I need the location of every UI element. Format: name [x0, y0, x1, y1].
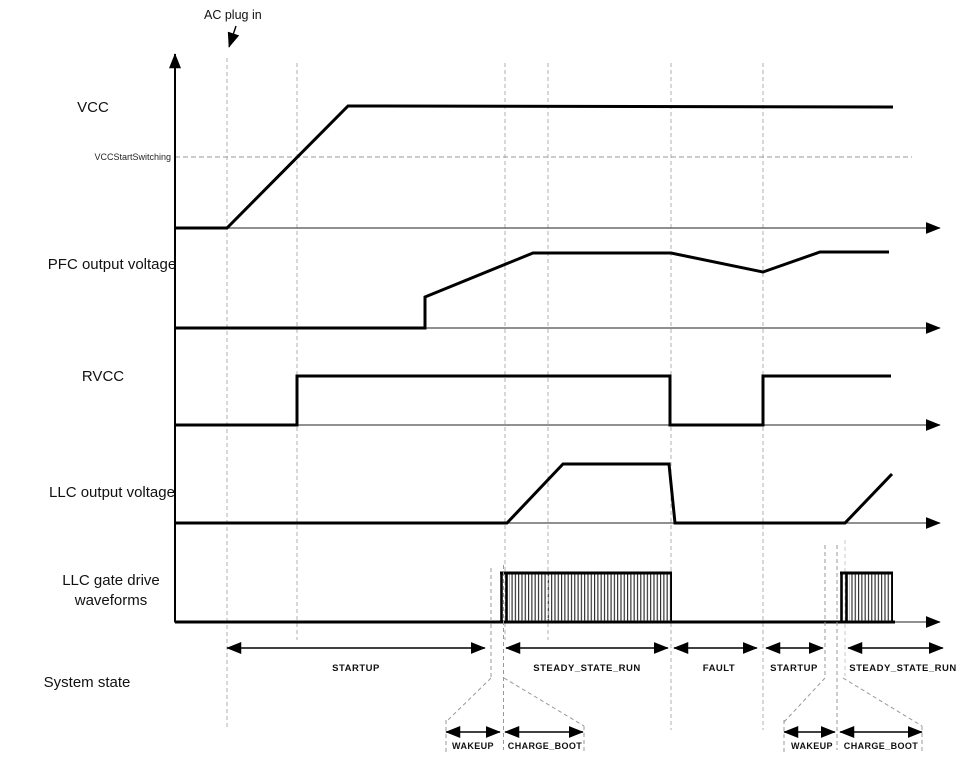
substate-label-wakeup-1: WAKEUP — [452, 741, 494, 751]
substate-label-wakeup-2: WAKEUP — [791, 741, 833, 751]
gate-burst-hatch — [509, 574, 672, 621]
state-label-steady-state-run-2: STEADY_STATE_RUN — [849, 663, 956, 674]
llc-output-waveform — [175, 462, 894, 525]
ac-plug-in-label: AC plug in — [204, 8, 262, 22]
state-label-startup-1: STARTUP — [332, 663, 380, 674]
vcc-waveform — [175, 104, 894, 230]
signal-label-vcc: VCC — [77, 99, 109, 116]
labels: AC plug in VCC VCCStartSwitching PFC out… — [44, 8, 957, 751]
pfc-waveform — [175, 250, 889, 330]
signal-label-rvcc: RVCC — [82, 368, 124, 385]
waveforms — [175, 104, 895, 624]
substate-callout-lines — [445, 545, 923, 752]
callout-funnel — [503, 677, 585, 727]
signal-label-pfc: PFC output voltage — [48, 256, 176, 273]
signal-label-llc-out: LLC output voltage — [49, 484, 175, 501]
state-label-steady-state-run-1: STEADY_STATE_RUN — [533, 663, 640, 674]
signal-label-llc-gate-line1: LLC gate drive — [62, 572, 160, 589]
gate-burst-2 — [840, 571, 894, 622]
gridlines — [226, 58, 846, 730]
state-label-startup-2: STARTUP — [770, 663, 818, 674]
ac-plug-in-arrow — [227, 25, 240, 48]
callout-funnel — [842, 677, 923, 727]
substate-label-charge-boot-2: CHARGE_BOOT — [844, 741, 919, 751]
callout-funnel — [783, 677, 826, 723]
gate-burst-1 — [500, 571, 673, 622]
callout-funnel — [445, 677, 492, 723]
signal-label-system-state: System state — [44, 674, 131, 691]
vcc-threshold-label: VCCStartSwitching — [94, 152, 171, 162]
gate-burst-hatch — [849, 574, 893, 621]
substate-label-charge-boot-1: CHARGE_BOOT — [508, 741, 583, 751]
rvcc-waveform — [175, 374, 891, 427]
signal-label-llc-gate-line2: waveforms — [74, 592, 148, 609]
state-label-fault: FAULT — [703, 663, 735, 674]
